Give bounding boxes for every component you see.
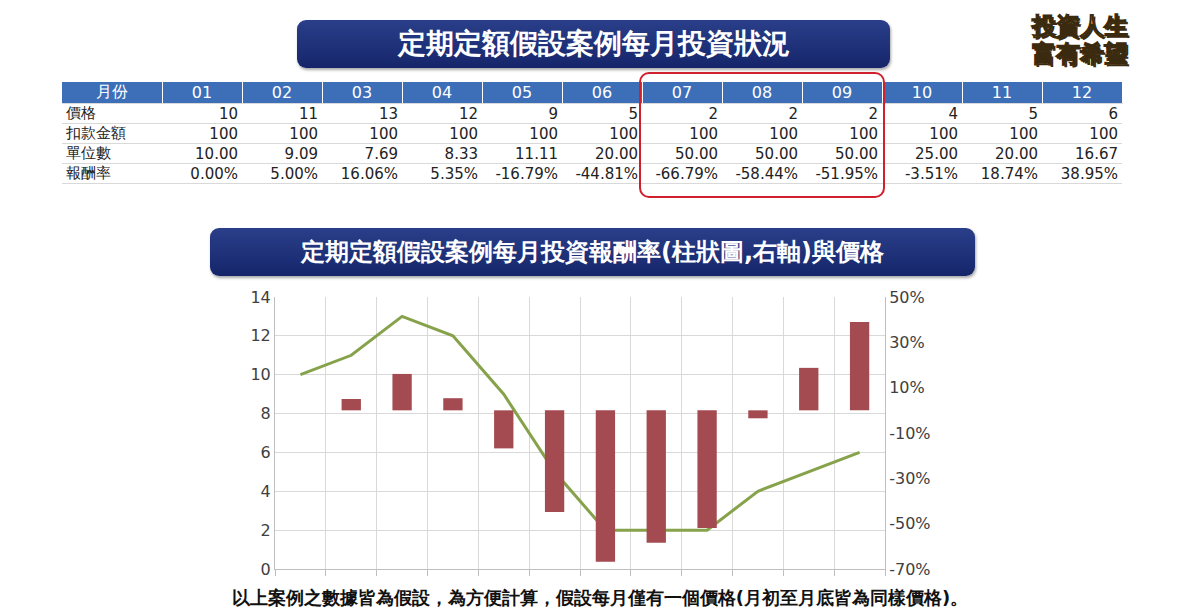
svg-text:-50%: -50%	[889, 514, 930, 533]
html-text:以上案例之數據皆為假設，為方便計算，假設每月僅有一個價格(月: 以上案例之數據皆為假設，為方便計算，假設每月僅有一個價格(月初至月底皆為同樣價格…	[231, 587, 969, 608]
html-text:單位數: 單位數	[66, 144, 111, 162]
svg-text:30%: 30%	[889, 333, 925, 352]
html-text:5.00%: 5.00%	[270, 164, 318, 183]
html-text:20.00: 20.00	[995, 144, 1038, 163]
html-text:100: 100	[1009, 124, 1038, 143]
html-text:-58.44%: -58.44%	[735, 164, 798, 183]
html-text:07: 07	[671, 83, 693, 102]
html-text:定期定額假設案例每月投資狀況: 定期定額假設案例每月投資狀況	[397, 27, 790, 60]
html-text:8.33: 8.33	[444, 144, 478, 163]
html-text:7.69: 7.69	[364, 144, 398, 163]
html-text:100: 100	[769, 124, 798, 143]
html-text:5.35%: 5.35%	[430, 164, 478, 183]
html-text:定期定額假設案例每月投資報酬率(柱狀圖,右軸)與價格: 定期定額假設案例每月投資報酬率(柱狀圖,右軸)與價格	[301, 238, 884, 266]
html-text:12: 12	[458, 104, 478, 123]
html-text:03: 03	[351, 83, 373, 102]
html-text:20.00: 20.00	[595, 144, 638, 163]
html-text:富有希望: 富有希望	[1032, 40, 1128, 68]
svg-text:8: 8	[261, 404, 271, 423]
html-text:報酬率: 報酬率	[66, 164, 111, 182]
svg-text:12: 12	[250, 326, 270, 345]
html-text:100: 100	[209, 124, 238, 143]
html-text:11.11: 11.11	[515, 144, 558, 163]
html-text:投資人生: 投資人生	[1032, 12, 1128, 40]
html-text:5: 5	[628, 104, 638, 123]
html-text:13: 13	[378, 104, 398, 123]
svg-text:0: 0	[261, 560, 271, 579]
html-text:100: 100	[849, 124, 878, 143]
html-text:-66.79%: -66.79%	[655, 164, 718, 183]
html-text:12: 12	[1071, 83, 1093, 102]
html-text:2: 2	[708, 104, 718, 123]
svg-text:-70%: -70%	[889, 560, 930, 579]
html-text:100: 100	[369, 124, 398, 143]
html-text:100: 100	[289, 124, 318, 143]
html-text:9: 9	[548, 104, 558, 123]
svg-text:10: 10	[250, 365, 270, 384]
svg-text:14: 14	[250, 288, 270, 307]
html-text:100: 100	[1089, 124, 1118, 143]
svg-text:4: 4	[261, 482, 271, 501]
html-text:月份: 月份	[95, 82, 128, 101]
html-text:4: 4	[948, 104, 958, 123]
html-text:16.06%: 16.06%	[340, 164, 398, 183]
html-text:扣款金額: 扣款金額	[66, 124, 126, 142]
svg-text:10%: 10%	[889, 378, 925, 397]
html-text:2: 2	[868, 104, 878, 123]
html-text:25.00: 25.00	[915, 144, 958, 163]
html-text:50.00: 50.00	[675, 144, 718, 163]
svg-text:50%: 50%	[889, 288, 925, 307]
html-text:18.74%: 18.74%	[980, 164, 1038, 183]
html-text:10: 10	[218, 104, 238, 123]
html-text:6: 6	[1108, 104, 1118, 123]
html-text:05: 05	[511, 83, 533, 102]
html-text:100: 100	[529, 124, 558, 143]
html-text:11: 11	[298, 104, 318, 123]
html-text:-51.95%: -51.95%	[815, 164, 878, 183]
html-text:50.00: 50.00	[835, 144, 878, 163]
html-text:100: 100	[449, 124, 478, 143]
html-text:-16.79%: -16.79%	[495, 164, 558, 183]
html-text:10.00: 10.00	[195, 144, 238, 163]
html-text:5: 5	[1028, 104, 1038, 123]
html-text:38.95%: 38.95%	[1060, 164, 1118, 183]
html-text:04: 04	[431, 83, 453, 102]
html-text:09: 09	[831, 83, 853, 102]
svg-text:6: 6	[261, 443, 271, 462]
html-text:02: 02	[271, 83, 293, 102]
html-text:-44.81%: -44.81%	[575, 164, 638, 183]
html-text:01: 01	[191, 83, 213, 102]
html-text:0.00%: 0.00%	[190, 164, 238, 183]
html-text:2: 2	[788, 104, 798, 123]
svg-text:2: 2	[261, 521, 271, 540]
html-text:100: 100	[689, 124, 718, 143]
html-text:10: 10	[911, 83, 933, 102]
svg-text:-30%: -30%	[889, 469, 930, 488]
html-text:9.09: 9.09	[284, 144, 318, 163]
html-text:06: 06	[591, 83, 613, 102]
html-text:08: 08	[751, 83, 773, 102]
html-text:100: 100	[929, 124, 958, 143]
html-text:100: 100	[609, 124, 638, 143]
html-text:16.67: 16.67	[1075, 144, 1118, 163]
html-text:11: 11	[991, 83, 1013, 102]
html-text:-3.51%: -3.51%	[904, 164, 958, 183]
html-text:50.00: 50.00	[755, 144, 798, 163]
svg-text:-10%: -10%	[889, 424, 930, 443]
html-text:價格: 價格	[66, 104, 96, 122]
